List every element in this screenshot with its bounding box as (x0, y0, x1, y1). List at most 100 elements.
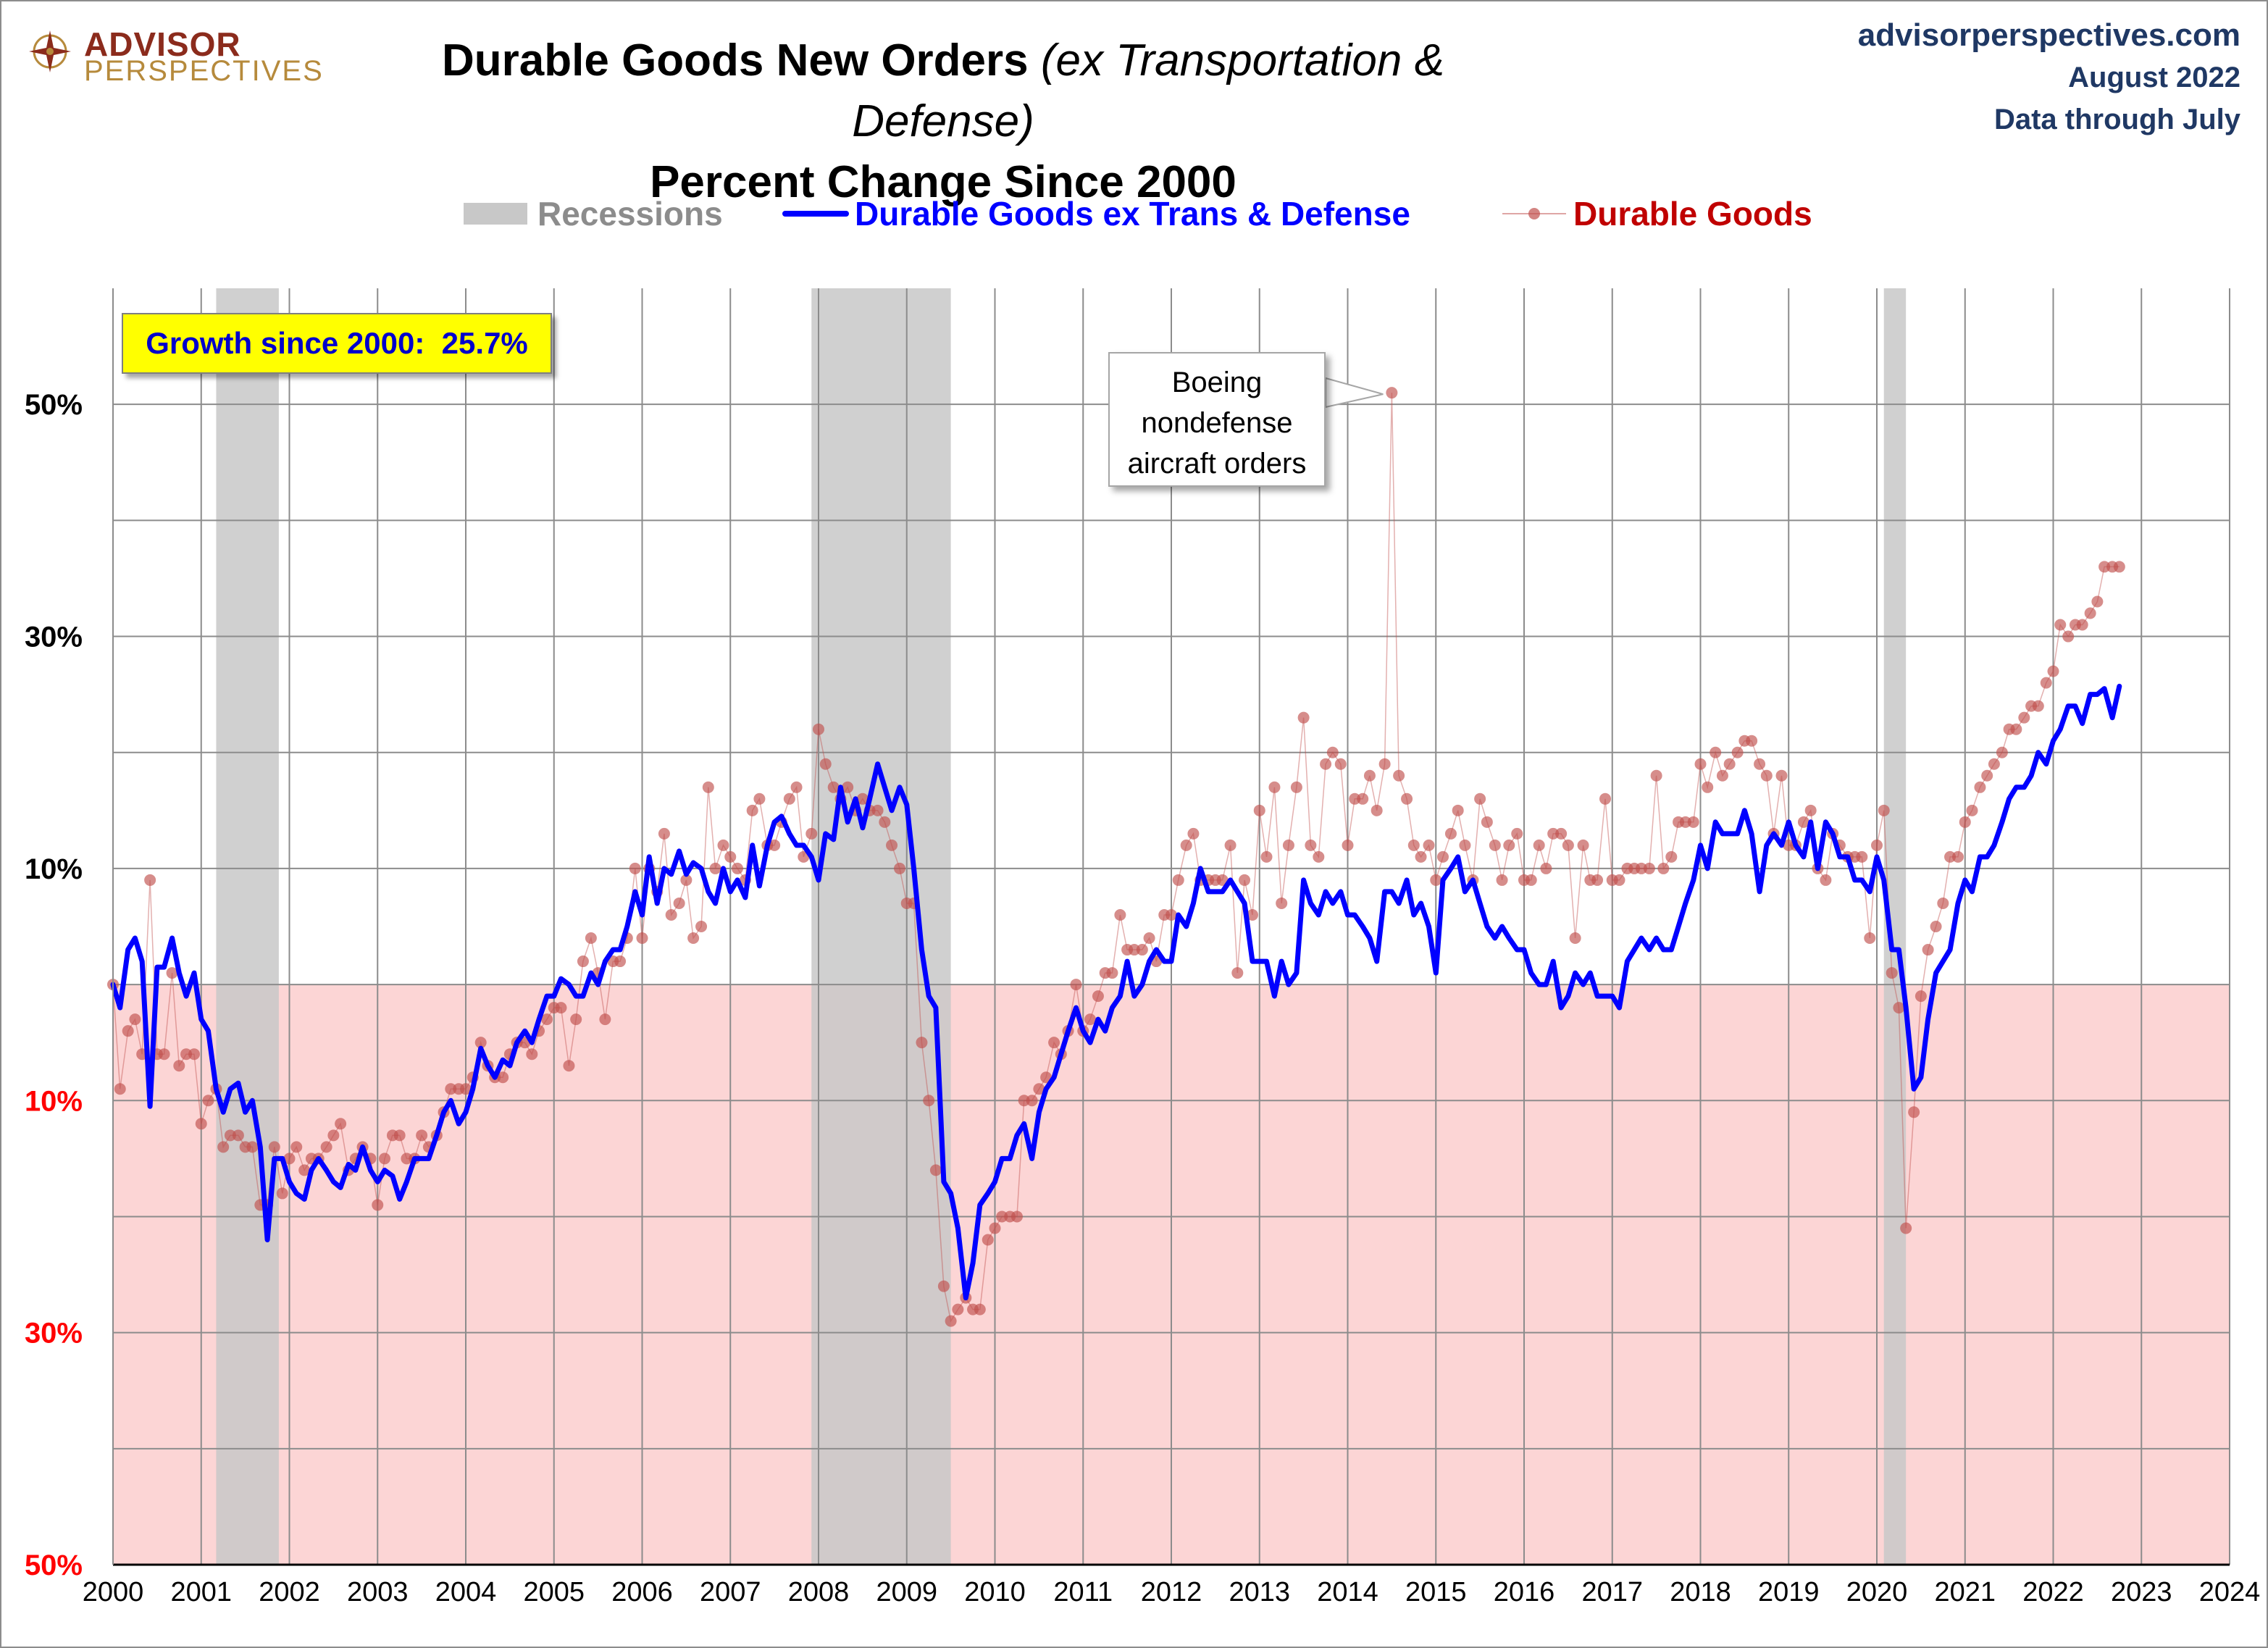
series-durable-goods-point (1679, 816, 1691, 828)
series-durable-goods-point (320, 1141, 332, 1153)
series-durable-goods-point (1591, 874, 1604, 886)
series-durable-goods-point (1496, 874, 1508, 886)
series-durable-goods-point (1775, 769, 1788, 782)
x-tick-label: 2007 (700, 1577, 761, 1607)
legend-item-recessions: Recessions (464, 188, 723, 239)
x-tick-label: 2016 (1494, 1577, 1555, 1607)
series-durable-goods-point (695, 921, 708, 932)
y-tick-label: 10% (25, 853, 83, 885)
series-durable-goods-point (1166, 908, 1177, 921)
legend-swatch-recessions (464, 203, 527, 225)
series-durable-goods-point (1010, 1210, 1023, 1223)
logo-word-advisor: ADVISOR (84, 25, 241, 63)
legend-swatch-series1 (782, 211, 849, 217)
series-durable-goods-point (1569, 932, 1581, 945)
series-durable-goods-point (1415, 850, 1427, 863)
x-tick-label: 2010 (964, 1577, 1026, 1607)
series-durable-goods-point (1444, 827, 1457, 840)
series-durable-goods-point (1313, 850, 1325, 863)
series-durable-goods-point (1114, 908, 1126, 921)
series-durable-goods-point (680, 874, 692, 886)
series-durable-goods-point (2062, 630, 2075, 643)
legend-label-recessions: Recessions (537, 195, 723, 233)
source-data-through: Data through July (1993, 104, 2240, 135)
series-durable-goods-point (1489, 839, 1501, 851)
series-durable-goods-point (166, 967, 178, 979)
series-durable-goods-point (393, 1129, 406, 1142)
series-durable-goods-point (937, 1280, 950, 1292)
series-durable-goods-point (1864, 932, 1876, 945)
series-durable-goods-point (1937, 897, 1949, 909)
y-tick-label: 30% (25, 1318, 83, 1350)
x-tick-label: 2000 (83, 1577, 144, 1607)
series-durable-goods-point (1657, 862, 1670, 874)
chart-title-main: Durable Goods New Orders (442, 35, 1041, 85)
series-durable-goods-point (158, 1048, 170, 1061)
series-durable-goods-point (1915, 990, 1927, 1003)
x-tick-label: 2006 (611, 1577, 673, 1607)
series-durable-goods-point (1349, 792, 1361, 805)
series-durable-goods-point (1393, 769, 1405, 782)
series-durable-goods-point (1253, 804, 1265, 816)
series-durable-goods-point (599, 1013, 611, 1026)
x-tick-label: 2012 (1141, 1577, 1202, 1607)
series-durable-goods-point (1290, 781, 1302, 793)
series-durable-goods-point (585, 932, 597, 945)
series-durable-goods-point (790, 781, 803, 793)
recession-band (216, 288, 279, 1565)
recession-band (811, 288, 951, 1565)
x-tick-label: 2022 (2022, 1577, 2084, 1607)
series-durable-goods-point (1966, 804, 1978, 816)
series-durable-goods-point (769, 839, 781, 851)
series-durable-goods-point (1172, 874, 1184, 886)
x-tick-label: 2009 (876, 1577, 937, 1607)
series-durable-goods-point (1371, 804, 1383, 816)
x-tick-label: 2011 (1053, 1577, 1113, 1607)
legend-label-series2: Durable Goods (1573, 195, 1812, 233)
series-durable-goods-point (1613, 874, 1625, 886)
x-tick-label: 2019 (1758, 1577, 1820, 1607)
series-ex-trans-defense-line (110, 683, 2122, 1301)
series-durable-goods-point (1247, 908, 1259, 921)
series-durable-goods-point (2040, 677, 2052, 689)
logo-word-perspectives: PERSPECTIVES (84, 55, 324, 87)
callout-line-3: aircraft orders (1127, 448, 1307, 480)
series-durable-goods-point (952, 1303, 964, 1316)
advisor-perspectives-logo: ADVISOR PERSPECTIVES (28, 23, 332, 88)
x-tick-label: 2003 (347, 1577, 409, 1607)
series-durable-goods-point (1357, 792, 1369, 805)
legend-swatch-series2 (1502, 208, 1566, 219)
series-durable-goods-point (327, 1129, 340, 1142)
series-durable-goods-point (232, 1129, 244, 1142)
series-durable-goods-point (2010, 723, 2022, 735)
series-durable-goods-point (1525, 874, 1537, 886)
x-tick-label: 2023 (2111, 1577, 2172, 1607)
series-durable-goods-point (1260, 850, 1273, 863)
series-durable-goods-point (673, 897, 685, 909)
series-durable-goods-point (246, 1141, 259, 1153)
series-durable-goods-point (923, 1095, 935, 1107)
growth-badge: Growth since 2000: 25.7% (122, 313, 552, 374)
series-durable-goods-point (996, 1210, 1008, 1223)
series-durable-goods-point (1754, 758, 1766, 770)
series-durable-goods-point (1320, 758, 1332, 770)
series-durable-goods-point (1363, 769, 1376, 782)
x-tick-label: 2002 (259, 1577, 320, 1607)
y-tick-label: 30% (25, 622, 83, 653)
series-durable-goods-point (268, 1141, 280, 1153)
series-durable-goods-point (886, 839, 898, 851)
series-durable-goods-point (2032, 700, 2044, 712)
chart-title-italic: (ex Transportation & Defense) (852, 35, 1444, 146)
series-durable-goods-point (1577, 839, 1589, 851)
series-durable-goods-point (1723, 758, 1736, 770)
series-durable-goods-point (974, 1303, 986, 1316)
series-durable-goods-point (335, 1118, 347, 1130)
series-durable-goods-point (871, 804, 884, 816)
x-tick-label: 2005 (523, 1577, 585, 1607)
series-durable-goods-point (842, 781, 854, 793)
x-tick-label: 2004 (435, 1577, 497, 1607)
chart-subtitle: Percent Change Since 2000 (650, 157, 1236, 207)
x-tick-label: 2008 (788, 1577, 850, 1607)
compass-star-icon (29, 30, 71, 72)
y-tick-label: 50% (25, 389, 83, 421)
